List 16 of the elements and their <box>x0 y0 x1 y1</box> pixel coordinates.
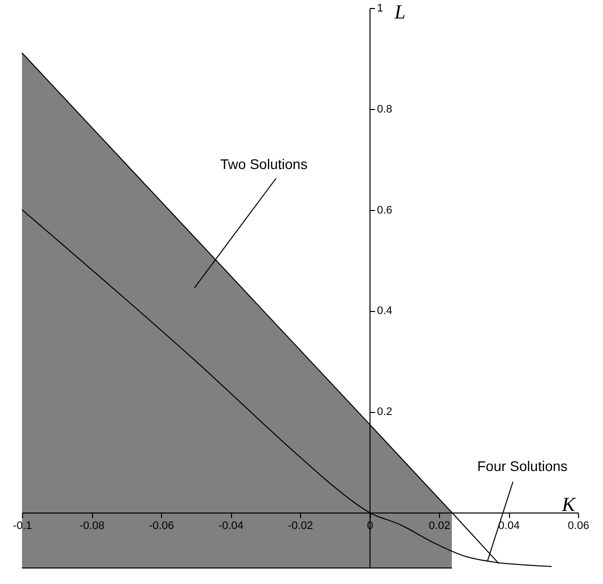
annotation: Two Solutions <box>220 156 308 172</box>
x-tick-label: -0.06 <box>148 520 174 532</box>
y-tick-label: 0.2 <box>377 406 392 418</box>
x-tick-label: -0.04 <box>218 520 244 532</box>
y-tick-label: 0.6 <box>377 204 392 216</box>
annotation: Four Solutions <box>477 458 568 474</box>
x-tick-label: 0.02 <box>428 520 450 532</box>
y-tick-label: 0.4 <box>377 305 392 318</box>
x-tick-label: -0.02 <box>288 520 314 532</box>
x-axis-title: K <box>560 494 577 516</box>
y-tick-label: 1 <box>377 2 384 14</box>
x-tick-label: -0.08 <box>79 520 105 532</box>
y-tick-label: 0.8 <box>377 103 392 116</box>
x-tick-label: 0.06 <box>568 520 590 532</box>
x-tick-label: 0.04 <box>498 520 520 532</box>
y-axis-title: L <box>393 2 406 24</box>
